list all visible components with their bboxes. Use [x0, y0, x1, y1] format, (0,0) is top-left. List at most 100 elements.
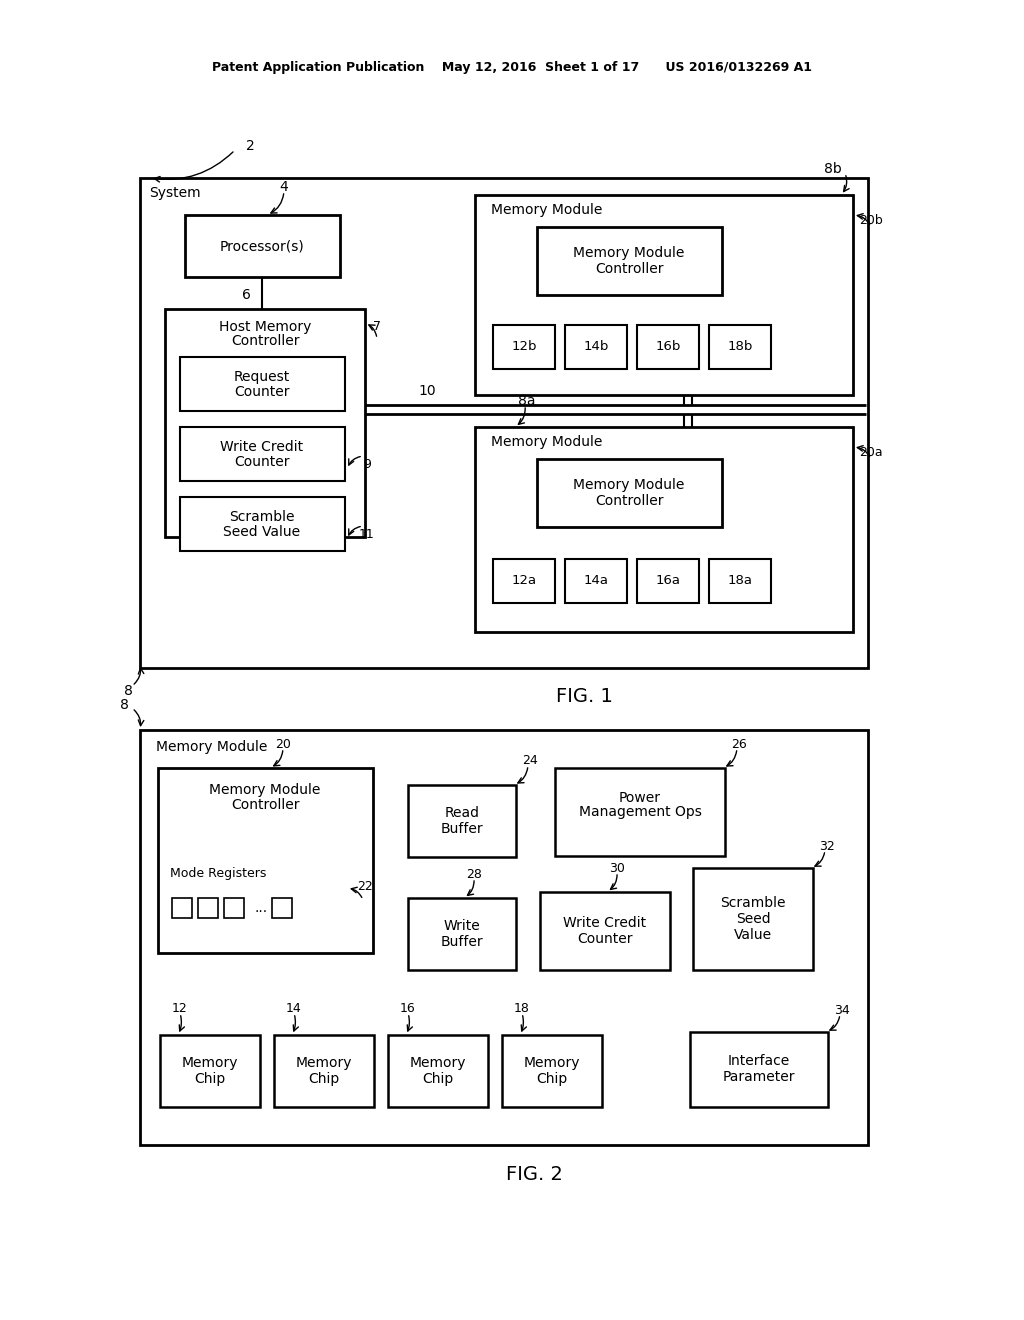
Text: 20a: 20a — [859, 446, 883, 458]
Text: Parameter: Parameter — [723, 1071, 796, 1084]
Text: 30: 30 — [609, 862, 625, 874]
Bar — [172, 898, 193, 917]
Text: Value: Value — [734, 928, 772, 942]
Bar — [565, 325, 627, 370]
Bar — [272, 898, 292, 917]
Text: System: System — [150, 186, 201, 201]
Text: 8: 8 — [124, 684, 132, 698]
Bar — [555, 768, 725, 855]
Text: Controller: Controller — [230, 334, 299, 348]
Bar — [224, 898, 244, 917]
Bar — [408, 785, 516, 857]
Text: 14b: 14b — [584, 341, 608, 354]
Bar — [537, 459, 722, 527]
Text: 26: 26 — [731, 738, 746, 751]
Bar — [140, 730, 868, 1144]
Text: 32: 32 — [819, 840, 835, 853]
Text: Host Memory: Host Memory — [219, 319, 311, 334]
Text: Request: Request — [233, 370, 290, 384]
Text: 28: 28 — [466, 867, 482, 880]
Text: Memory Module: Memory Module — [573, 246, 685, 260]
Text: 10: 10 — [418, 384, 436, 399]
Bar — [637, 558, 699, 603]
Text: 11: 11 — [359, 528, 375, 540]
Text: Seed Value: Seed Value — [223, 525, 301, 539]
Text: Interface: Interface — [728, 1053, 791, 1068]
Bar — [180, 356, 345, 411]
Bar — [693, 869, 813, 970]
Text: Scramble: Scramble — [229, 510, 295, 524]
Text: Write: Write — [443, 919, 480, 933]
Bar — [537, 227, 722, 294]
Text: 8a: 8a — [518, 393, 536, 408]
Text: 20: 20 — [275, 738, 291, 751]
Text: Write Credit: Write Credit — [220, 440, 303, 454]
Bar — [709, 558, 771, 603]
Text: FIG. 2: FIG. 2 — [506, 1166, 562, 1184]
Text: Management Ops: Management Ops — [579, 805, 701, 818]
Bar — [540, 892, 670, 970]
Text: 4: 4 — [280, 180, 289, 194]
Text: 9: 9 — [364, 458, 371, 470]
Text: 18: 18 — [514, 1002, 530, 1015]
Text: 2: 2 — [246, 139, 254, 153]
Text: Controller: Controller — [595, 494, 664, 508]
Text: Memory: Memory — [410, 1056, 466, 1071]
Bar — [408, 898, 516, 970]
Text: Buffer: Buffer — [440, 935, 483, 949]
Text: Processor(s): Processor(s) — [219, 239, 304, 253]
Text: Memory Module: Memory Module — [209, 783, 321, 797]
Text: ...: ... — [254, 902, 267, 915]
Text: Memory Module: Memory Module — [492, 203, 603, 216]
Text: Chip: Chip — [537, 1072, 567, 1086]
Text: Chip: Chip — [308, 1072, 340, 1086]
Text: Read: Read — [444, 807, 479, 820]
Text: 24: 24 — [522, 755, 538, 767]
Bar — [637, 325, 699, 370]
Text: 14a: 14a — [584, 574, 608, 587]
Bar — [709, 325, 771, 370]
Text: 8b: 8b — [824, 162, 842, 176]
Text: Buffer: Buffer — [440, 822, 483, 836]
Bar — [502, 1035, 602, 1107]
Text: 12a: 12a — [511, 574, 537, 587]
Text: 16a: 16a — [655, 574, 681, 587]
Text: Seed: Seed — [735, 912, 770, 927]
Text: 6: 6 — [242, 288, 251, 302]
Text: 14: 14 — [286, 1002, 302, 1015]
Text: 16b: 16b — [655, 341, 681, 354]
Text: FIG. 1: FIG. 1 — [556, 686, 612, 705]
Bar — [165, 309, 365, 537]
Text: 8: 8 — [120, 698, 128, 711]
Text: 22: 22 — [357, 879, 373, 892]
Bar — [180, 498, 345, 550]
Bar — [475, 426, 853, 632]
Text: Counter: Counter — [234, 455, 290, 469]
Bar — [198, 898, 218, 917]
Text: Counter: Counter — [234, 385, 290, 399]
Text: Memory: Memory — [296, 1056, 352, 1071]
Text: 12b: 12b — [511, 341, 537, 354]
Text: Chip: Chip — [422, 1072, 454, 1086]
Text: 20b: 20b — [859, 214, 883, 227]
Text: Controller: Controller — [230, 799, 299, 812]
Bar — [274, 1035, 374, 1107]
Text: Power: Power — [618, 791, 662, 805]
Bar — [493, 558, 555, 603]
Bar — [180, 426, 345, 480]
Text: Patent Application Publication    May 12, 2016  Sheet 1 of 17      US 2016/01322: Patent Application Publication May 12, 2… — [212, 62, 812, 74]
Text: 7: 7 — [373, 321, 381, 334]
Bar — [158, 768, 373, 953]
Text: Scramble: Scramble — [720, 896, 785, 909]
Text: 34: 34 — [835, 1003, 850, 1016]
Text: Chip: Chip — [195, 1072, 225, 1086]
Text: 18a: 18a — [727, 574, 753, 587]
Bar — [388, 1035, 488, 1107]
Bar — [160, 1035, 260, 1107]
Text: Counter: Counter — [578, 932, 633, 946]
Bar — [565, 558, 627, 603]
Text: 16: 16 — [400, 1002, 416, 1015]
Bar — [493, 325, 555, 370]
Text: Memory Module: Memory Module — [573, 478, 685, 492]
Text: Memory: Memory — [523, 1056, 581, 1071]
